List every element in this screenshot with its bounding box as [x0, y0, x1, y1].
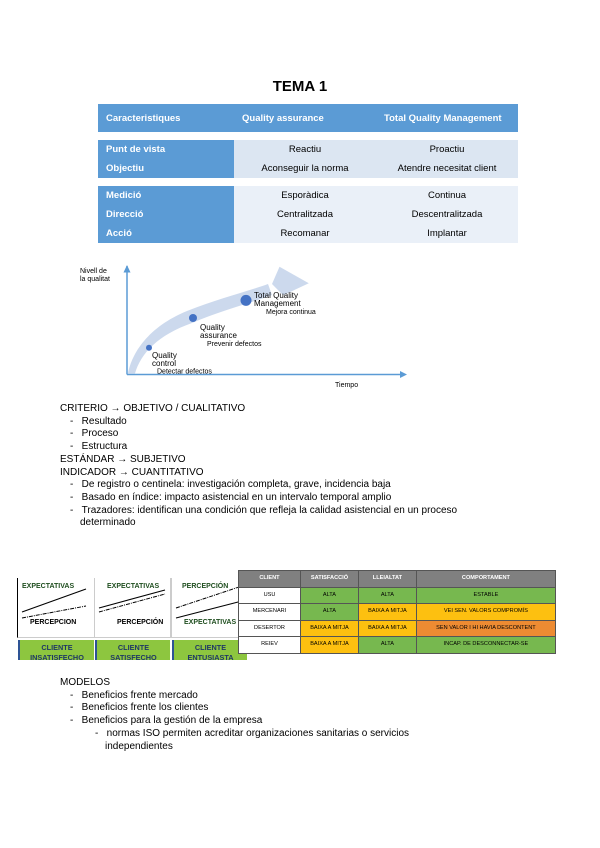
svg-text:control: control	[152, 359, 176, 368]
svg-text:Nivell de: Nivell de	[80, 268, 107, 275]
svg-text:Detectar defectos: Detectar defectos	[157, 369, 212, 376]
svg-text:Prevenir defectos: Prevenir defectos	[207, 341, 262, 348]
svg-text:EXPECTATIVAS: EXPECTATIVAS	[107, 583, 159, 590]
svg-text:PERCEPCIÓN: PERCEPCIÓN	[117, 617, 163, 626]
svg-text:EXPECTATIVAS: EXPECTATIVAS	[184, 619, 236, 626]
svg-text:PERCEPCION: PERCEPCION	[30, 619, 76, 626]
svg-text:EXPECTATIVAS: EXPECTATIVAS	[22, 583, 74, 590]
svg-text:Mejora continua: Mejora continua	[266, 309, 316, 316]
svg-text:Tiempo: Tiempo	[335, 382, 358, 389]
svg-text:la qualitat: la qualitat	[80, 276, 110, 283]
svg-text:PERCEPCIÓN: PERCEPCIÓN	[182, 581, 228, 590]
svg-text:assurance: assurance	[200, 331, 237, 340]
svg-text:Management: Management	[254, 299, 301, 308]
